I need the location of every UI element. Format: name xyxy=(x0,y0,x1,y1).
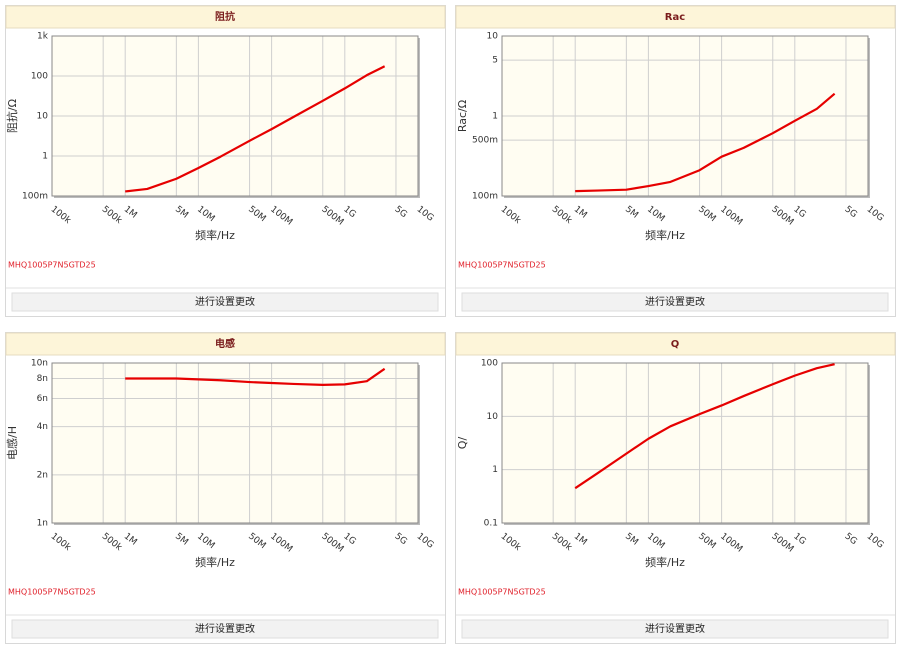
chart-title: 电感 xyxy=(215,337,235,350)
panel-header xyxy=(455,5,896,29)
panel-header xyxy=(455,332,896,356)
y-tick-label: 100m xyxy=(22,192,48,202)
y-tick-label: 100 xyxy=(481,359,498,369)
chart-title: Q xyxy=(671,339,680,350)
settings-button[interactable]: 进行设置更改 xyxy=(461,292,889,312)
plot-border xyxy=(51,362,419,524)
panel-header xyxy=(5,332,446,356)
button-box[interactable] xyxy=(11,292,439,312)
plot-border xyxy=(51,35,419,197)
plot-border xyxy=(501,362,869,524)
button-label[interactable]: 进行设置更改 xyxy=(645,295,705,308)
y-tick-label: 4n xyxy=(37,422,48,432)
part-number: MHQ1005P7N5GTD25 xyxy=(458,261,546,270)
button-label[interactable]: 进行设置更改 xyxy=(195,295,255,308)
chart-title: Rac xyxy=(665,12,685,23)
part-number: MHQ1005P7N5GTD25 xyxy=(458,588,546,597)
plot-area xyxy=(51,362,419,524)
y-axis-title: Rac/Ω xyxy=(456,100,469,132)
y-tick-label: 100 xyxy=(31,72,48,82)
settings-button[interactable]: 进行设置更改 xyxy=(11,292,439,312)
data-line xyxy=(575,92,836,193)
y-tick-label: 10 xyxy=(487,32,499,42)
chart-title: 阻抗 xyxy=(215,10,235,23)
part-number: MHQ1005P7N5GTD25 xyxy=(8,261,96,270)
y-axis-title: Q/ xyxy=(456,437,469,450)
x-axis-title: 频率/Hz xyxy=(645,228,685,242)
plot-area xyxy=(501,362,869,524)
y-tick-label: 100m xyxy=(472,192,498,202)
button-box[interactable] xyxy=(461,619,889,639)
y-tick-label: 1k xyxy=(37,32,49,42)
button-box[interactable] xyxy=(11,619,439,639)
y-tick-label: 500m xyxy=(472,136,498,146)
x-axis-title: 频率/Hz xyxy=(645,555,685,569)
y-tick-label: 10n xyxy=(31,359,48,369)
panel-header xyxy=(5,5,446,29)
settings-button[interactable]: 进行设置更改 xyxy=(11,619,439,639)
data-line xyxy=(574,363,835,490)
y-tick-label: 2n xyxy=(37,470,48,480)
data-line xyxy=(125,65,386,193)
y-tick-label: 1n xyxy=(37,519,48,529)
y-tick-label: 6n xyxy=(37,394,48,404)
data-line xyxy=(125,367,386,386)
plot-border xyxy=(501,35,869,197)
y-tick-label: 1 xyxy=(42,152,48,162)
button-box[interactable] xyxy=(461,292,889,312)
y-axis-title: 阻抗/Ω xyxy=(5,99,19,133)
x-axis-title: 频率/Hz xyxy=(195,555,235,569)
button-label[interactable]: 进行设置更改 xyxy=(195,622,255,635)
y-axis-title: 电感/H xyxy=(6,426,19,460)
part-number: MHQ1005P7N5GTD25 xyxy=(8,588,96,597)
y-tick-label: 8n xyxy=(37,374,48,384)
y-tick-label: 1 xyxy=(492,465,498,475)
y-tick-label: 0.1 xyxy=(484,519,498,529)
y-tick-label: 1 xyxy=(492,112,498,122)
y-tick-label: 10 xyxy=(487,412,499,422)
y-tick-label: 5 xyxy=(492,56,498,66)
button-label[interactable]: 进行设置更改 xyxy=(645,622,705,635)
x-axis-title: 频率/Hz xyxy=(195,228,235,242)
y-tick-label: 10 xyxy=(37,112,49,122)
settings-button[interactable]: 进行设置更改 xyxy=(461,619,889,639)
